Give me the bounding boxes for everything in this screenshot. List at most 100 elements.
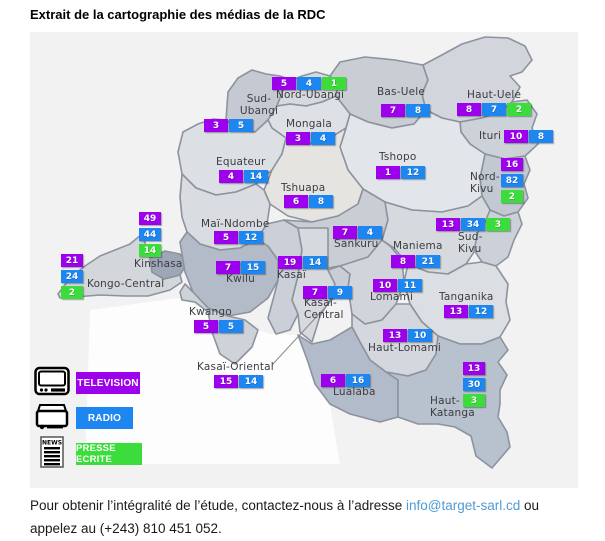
newspaper-icon: NEWS bbox=[40, 436, 64, 472]
email-link[interactable]: info@target-sarl.cd bbox=[405, 498, 521, 513]
province-label: Haut-Katanga bbox=[430, 395, 475, 419]
radio-count: 10 bbox=[408, 329, 432, 342]
province-label: Kinshasa bbox=[134, 258, 183, 270]
radio-count: 5 bbox=[219, 320, 243, 333]
province-label: Nord-Ubangi bbox=[276, 89, 345, 101]
radio-count: 12 bbox=[239, 231, 263, 244]
page-title: Extrait de la cartographie des médias de… bbox=[30, 7, 326, 22]
tv-count: 3 bbox=[204, 119, 228, 132]
province-label: Equateur bbox=[216, 156, 266, 168]
province-label: Tanganika bbox=[439, 291, 494, 303]
presse-count: 2 bbox=[501, 190, 523, 203]
radio-icon bbox=[34, 401, 70, 435]
radio-count: 4 bbox=[311, 132, 335, 145]
legend-presse-label: PRESSE ECRITE bbox=[76, 443, 142, 465]
legend-radio-label: RADIO bbox=[76, 407, 133, 429]
footer-line1-after: ou bbox=[520, 498, 540, 513]
radio-count: 4 bbox=[297, 77, 321, 90]
radio-count: 15 bbox=[241, 261, 265, 274]
province-label: Lomami bbox=[370, 291, 414, 303]
radio-count: 9 bbox=[328, 286, 352, 299]
radio-count: 21 bbox=[416, 255, 440, 268]
tv-count: 6 bbox=[321, 374, 345, 387]
province-label: Maniema bbox=[393, 240, 443, 252]
tv-count: 7 bbox=[381, 104, 405, 117]
svg-text:NEWS: NEWS bbox=[42, 440, 62, 447]
exterior-angola-area bbox=[85, 298, 340, 464]
footer-line1-before: Pour obtenir l’intégralité de l’étude, c… bbox=[30, 498, 406, 513]
tv-count: 21 bbox=[61, 254, 83, 267]
kasai-oriental-pointer-line bbox=[271, 299, 333, 366]
province-label: Bas-Uele bbox=[377, 86, 426, 98]
province-label: Kongo-Central bbox=[87, 278, 165, 290]
television-icon bbox=[34, 366, 70, 400]
radio-count: 16 bbox=[346, 374, 370, 387]
tv-count: 13 bbox=[463, 362, 485, 375]
radio-count: 14 bbox=[244, 170, 268, 183]
footer-line2: appelez au (+243) 810 451 052. bbox=[30, 521, 222, 536]
footer-contact-text: Pour obtenir l’intégralité de l’étude, c… bbox=[30, 494, 590, 540]
tv-count: 1 bbox=[376, 166, 400, 179]
province-label: Ituri bbox=[479, 130, 502, 142]
province-label: Haut-Lomami bbox=[368, 342, 441, 354]
tv-count: 13 bbox=[444, 305, 468, 318]
province-label: Kasaï-Oriental bbox=[197, 361, 274, 373]
presse-count: 1 bbox=[322, 77, 346, 90]
province-label: Kwango bbox=[189, 306, 232, 318]
tv-count: 7 bbox=[303, 286, 327, 299]
tv-count: 5 bbox=[214, 231, 238, 244]
province-label: Kasaï bbox=[277, 269, 306, 281]
tv-count: 15 bbox=[214, 375, 238, 388]
province-label: Tshopo bbox=[379, 151, 417, 163]
shape-kinshasa bbox=[149, 250, 188, 280]
legend-television-label: TELEVISION bbox=[76, 372, 140, 394]
shape-kwilu bbox=[179, 231, 279, 317]
province-label: Haut-Uele bbox=[467, 89, 522, 101]
tv-count: 13 bbox=[383, 329, 407, 342]
province-label: Maï-Ndombe bbox=[201, 218, 270, 230]
radio-count: 34 bbox=[461, 218, 485, 231]
presse-count: 14 bbox=[139, 244, 161, 257]
tv-count: 10 bbox=[504, 130, 528, 143]
tv-count: 10 bbox=[373, 279, 397, 292]
province-label: Kasaï-Central bbox=[304, 297, 344, 321]
radio-count: 14 bbox=[239, 375, 263, 388]
radio-count: 24 bbox=[61, 270, 83, 283]
radio-count: 8 bbox=[406, 104, 430, 117]
radio-count: 44 bbox=[139, 228, 161, 241]
province-label: Mongala bbox=[286, 118, 332, 130]
radio-count: 7 bbox=[482, 103, 506, 116]
tv-count: 5 bbox=[194, 320, 218, 333]
tv-count: 49 bbox=[139, 212, 161, 225]
tv-count: 7 bbox=[333, 226, 357, 239]
tv-count: 16 bbox=[501, 158, 523, 171]
radio-count: 30 bbox=[463, 378, 485, 391]
presse-count: 3 bbox=[486, 218, 510, 231]
province-label: Sud-Ubangi bbox=[239, 93, 279, 117]
tv-count: 4 bbox=[219, 170, 243, 183]
province-label: Sankuru bbox=[334, 238, 379, 250]
radio-count: 8 bbox=[529, 130, 553, 143]
radio-count: 5 bbox=[229, 119, 253, 132]
presse-count: 3 bbox=[463, 394, 485, 407]
shape-maniema bbox=[381, 195, 491, 275]
tv-count: 3 bbox=[286, 132, 310, 145]
tv-count: 13 bbox=[436, 218, 460, 231]
radio-count: 8 bbox=[309, 195, 333, 208]
province-label: Sud-Kivu bbox=[458, 231, 483, 255]
radio-count: 4 bbox=[358, 226, 382, 239]
province-label: Tshuapa bbox=[281, 182, 326, 194]
presse-count: 2 bbox=[61, 286, 83, 299]
tv-count: 7 bbox=[216, 261, 240, 274]
province-label: Nord-Kivu bbox=[470, 171, 500, 195]
tv-count: 5 bbox=[272, 77, 296, 90]
presse-count: 2 bbox=[507, 103, 531, 116]
radio-count: 14 bbox=[303, 256, 327, 269]
radio-count: 12 bbox=[401, 166, 425, 179]
province-label: Lualaba bbox=[333, 386, 376, 398]
tv-count: 6 bbox=[284, 195, 308, 208]
radio-count: 82 bbox=[501, 174, 523, 187]
radio-count: 11 bbox=[398, 279, 422, 292]
